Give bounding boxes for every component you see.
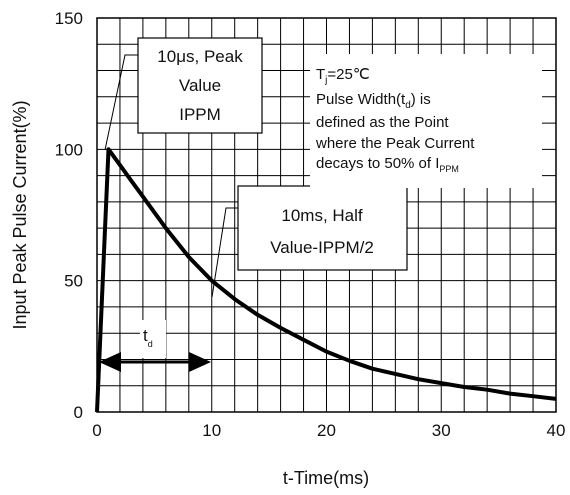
y-tick-label: 100 bbox=[55, 140, 83, 159]
pulse-width-note: Tj=25℃ Pulse Width(td) is defined as the… bbox=[310, 54, 542, 188]
x-axis-title: t-Time(ms) bbox=[283, 468, 369, 488]
td-label-bg bbox=[140, 320, 166, 358]
y-tick-label: 50 bbox=[64, 272, 83, 291]
half-box-line-1: 10ms, Half bbox=[281, 206, 363, 225]
note-line-2: Pulse Width(td) is bbox=[316, 91, 431, 111]
peak-callout-leader bbox=[104, 54, 138, 151]
half-callout-leader bbox=[211, 207, 238, 298]
note-line-1: Tj=25℃ bbox=[316, 66, 370, 86]
half-value-annotation: 10ms, Half Value-IPPM/2 bbox=[237, 185, 408, 271]
peak-box-line-2: Value bbox=[179, 76, 221, 95]
pulse-curve bbox=[95, 147, 557, 413]
axis-tick-labels: 0 10 20 30 40 0 50 100 150 bbox=[55, 9, 566, 440]
td-label: td bbox=[143, 326, 153, 349]
plot-frame bbox=[96, 17, 557, 413]
td-arrow bbox=[99, 352, 211, 372]
peak-box-line-1: 10μs, Peak bbox=[157, 47, 243, 66]
x-tick-label: 0 bbox=[92, 421, 101, 440]
y-tick-label: 0 bbox=[74, 403, 83, 422]
x-tick-label: 40 bbox=[547, 421, 566, 440]
peak-value-annotation: 10μs, Peak Value IPPM bbox=[137, 37, 263, 134]
x-tick-label: 20 bbox=[317, 421, 336, 440]
half-box-line-2: Value-IPPM/2 bbox=[270, 238, 374, 257]
y-axis-title: Input Peak Pulse Current(%) bbox=[10, 100, 30, 329]
peak-box-line-3: IPPM bbox=[179, 105, 221, 124]
x-tick-label: 30 bbox=[432, 421, 451, 440]
x-tick-label: 10 bbox=[202, 421, 221, 440]
note-line-3: defined as the Point bbox=[316, 114, 449, 131]
y-tick-label: 150 bbox=[55, 9, 83, 28]
note-line-5: decays to 50% of IPPM bbox=[316, 155, 459, 174]
note-line-4: where the Peak Current bbox=[315, 135, 475, 152]
